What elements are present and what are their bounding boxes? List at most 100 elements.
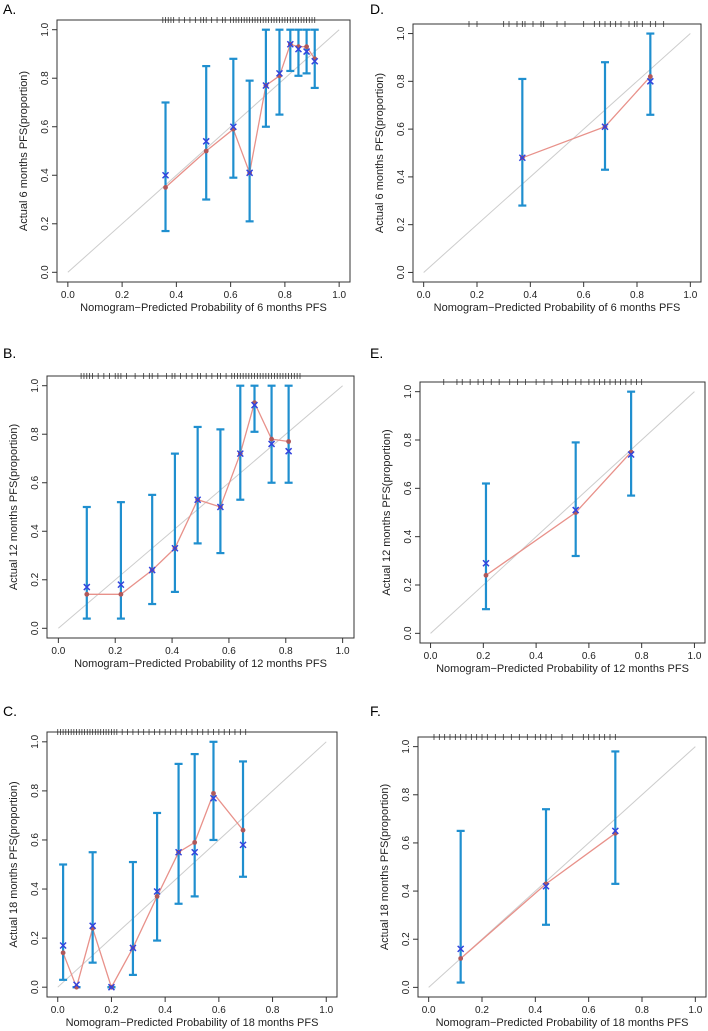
y-tick-label: 0.4 [30, 882, 41, 896]
panel-c: C.0.0 0.2 0.4 0.6 0.8 1.00.00.20.40.60.81.0No… [3, 703, 338, 1029]
x-tick-label: 0.8 [279, 646, 293, 657]
bias-corrected-marker [601, 123, 609, 131]
bias-corrected-marker [229, 123, 237, 131]
y-tick-label: 0.6 [401, 836, 412, 850]
panel-e: E.0.0 0.2 0.4 0.6 0.8 1.00.00.20.40.60.81.0No… [370, 345, 706, 675]
observed-point [192, 840, 198, 845]
x-tick-label: 0.0 [61, 290, 75, 301]
y-tick-label: 0.0 [401, 980, 412, 994]
bias-corrected-marker [646, 77, 654, 85]
observed-point [203, 148, 209, 154]
x-axis-title: Nomogram−Predicted Probability of 6 mont… [80, 302, 327, 314]
observed-point [154, 893, 160, 899]
ideal-diagonal-line [430, 391, 695, 634]
x-tick-label: 0.6 [222, 646, 236, 657]
x-tick-label: 0.6 [582, 1005, 596, 1016]
observed-point [286, 439, 292, 444]
bias-corrected-marker [250, 401, 259, 409]
bias-corrected-marker [129, 944, 137, 952]
bias-corrected-marker [59, 941, 67, 950]
bias-corrected-marker [482, 559, 490, 567]
y-tick-label: 0.0 [30, 621, 41, 635]
y-tick-label: 0.8 [30, 427, 41, 441]
y-axis-title: Actual 6 months PFS(proportion) [18, 71, 30, 231]
x-tick-label: 0.8 [278, 290, 292, 301]
y-tick-label: 0.2 [40, 216, 51, 230]
x-tick-label: 0.2 [475, 1005, 489, 1016]
bias-corrected-marker [209, 794, 218, 802]
y-tick-label: 0.4 [401, 884, 412, 898]
y-axis-title: Actual 12 months PFS(proportion) [381, 429, 393, 595]
observed-line [165, 43, 316, 188]
x-tick-label: 0.6 [224, 290, 238, 301]
x-tick-label: 0.2 [470, 290, 484, 301]
bias-corrected-marker [175, 848, 183, 856]
y-tick-label: 0.8 [401, 787, 412, 801]
x-tick-label: 0.6 [577, 290, 591, 301]
y-tick-label: 0.6 [30, 475, 41, 489]
bias-corrected-marker [216, 503, 224, 511]
x-tick-label: 0.2 [108, 646, 122, 657]
y-tick-label: 0.0 [40, 265, 51, 279]
bias-corrected-marker [311, 57, 319, 65]
panel-label: C. [3, 703, 17, 719]
y-tick-label: 0.2 [30, 931, 41, 945]
x-tick-label: 1.0 [683, 290, 697, 301]
y-axis-title: Actual 18 months PFS(proportion) [379, 784, 391, 950]
bias-corrected-marker [107, 983, 115, 991]
y-tick-label: 1.0 [401, 739, 412, 753]
y-tick-label: 0.4 [40, 168, 51, 182]
bias-corrected-marker [194, 496, 202, 504]
x-tick-label: 0.0 [417, 290, 431, 301]
x-axis-title: Nomogram−Predicted Probability of 18 mon… [66, 1017, 319, 1029]
bias-corrected-marker [518, 154, 526, 162]
ideal-diagonal-line [57, 741, 327, 988]
y-tick-label: 0.2 [30, 572, 41, 586]
ideal-diagonal-line [58, 385, 343, 629]
x-axis-title: Nomogram−Predicted Probability of 6 mont… [434, 302, 681, 314]
panel-label: F. [370, 703, 381, 719]
x-tick-label: 0.8 [635, 651, 649, 662]
y-tick-label: 0.6 [40, 119, 51, 133]
panel-d: D.0.0 0.2 0.4 0.6 0.8 1.00.00.20.40.60.81.0No… [370, 1, 702, 314]
observed-point [60, 950, 66, 956]
bias-corrected-marker [153, 887, 161, 896]
panel-f: F.0.0 0.2 0.4 0.6 0.8 1.00.00.20.40.60.81.0No… [370, 703, 707, 1029]
panel-label: B. [3, 345, 16, 361]
y-tick-label: 0.6 [30, 833, 41, 847]
observed-line [62, 792, 244, 990]
y-tick-label: 0.4 [30, 524, 41, 538]
observed-point [458, 956, 464, 961]
x-tick-label: 0.0 [422, 1005, 436, 1016]
y-axis-title: Actual 6 months PFS(proportion) [374, 73, 386, 233]
observed-point [240, 827, 246, 833]
bias-corrected-marker [191, 848, 199, 856]
bias-corrected-marker [457, 945, 465, 953]
x-tick-label: 0.4 [528, 1005, 542, 1016]
x-axis-title: Nomogram−Predicted Probability of 18 mon… [436, 1017, 689, 1029]
y-axis-title: Actual 18 months PFS(proportion) [8, 781, 20, 947]
y-tick-label: 0.0 [30, 980, 41, 994]
y-tick-label: 1.0 [403, 384, 414, 398]
observed-point [304, 44, 309, 50]
y-tick-label: 1.0 [30, 734, 41, 748]
ideal-diagonal-line [423, 33, 691, 273]
x-tick-label: 0.0 [51, 1005, 65, 1016]
observed-point [118, 591, 124, 597]
y-tick-label: 1.0 [396, 26, 407, 40]
observed-point [211, 790, 216, 796]
bias-corrected-marker [246, 169, 254, 177]
y-tick-label: 0.4 [396, 170, 407, 184]
bias-corrected-marker [171, 544, 179, 552]
x-axis-title: Nomogram−Predicted Probability of 12 mon… [74, 658, 327, 670]
x-tick-label: 0.8 [630, 290, 644, 301]
observed-point [269, 436, 274, 442]
y-tick-label: 1.0 [40, 22, 51, 36]
bias-corrected-marker [148, 566, 156, 574]
bias-corrected-marker [236, 450, 244, 458]
bias-corrected-marker [202, 137, 210, 145]
y-axis-title: Actual 12 months PFS(proportion) [8, 424, 20, 590]
x-tick-label: 0.0 [51, 646, 65, 657]
y-tick-label: 0.8 [40, 71, 51, 85]
